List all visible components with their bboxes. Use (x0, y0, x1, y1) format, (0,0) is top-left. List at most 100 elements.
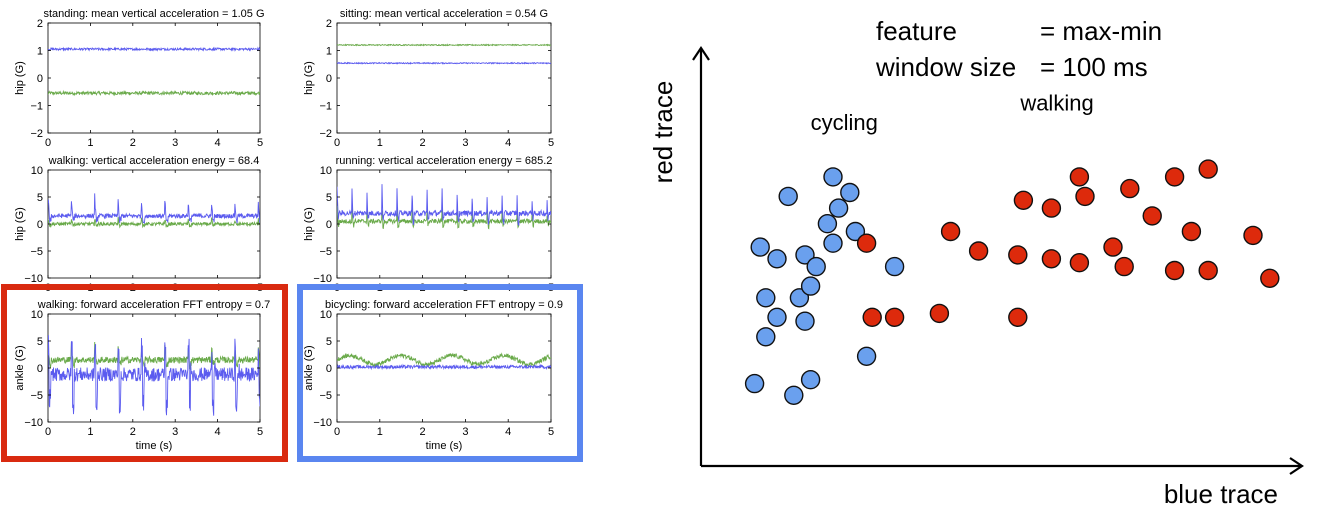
y-tick-label: 10 (320, 165, 332, 177)
subplot-title: walking: forward acceleration FFT entrop… (37, 299, 270, 311)
y-tick-label: −5 (30, 246, 43, 258)
walking-point (1041, 198, 1062, 218)
x-tick-label: 2 (130, 426, 136, 438)
cycling-point (795, 245, 815, 265)
x-tick-label: 5 (257, 137, 263, 149)
x-axis-arrowhead (1289, 457, 1304, 475)
y-tick-label: −1 (30, 101, 43, 113)
subplot-3: walking: vertical acceleration energy = … (14, 155, 263, 294)
walking-point (929, 303, 950, 324)
walking-point (1243, 225, 1263, 246)
walking-point (884, 307, 905, 327)
y-tick-label: 0 (37, 363, 43, 375)
y-tick-label: −2 (319, 128, 332, 140)
cycling-point (884, 256, 905, 277)
x-tick-label: 0 (45, 137, 51, 149)
subplot-6: bicycling: forward acceleration FFT entr… (303, 299, 563, 452)
cycling-point (800, 276, 821, 296)
trace-green (48, 339, 260, 371)
y-tick-label: 0 (326, 363, 332, 375)
y-tick-label: 5 (37, 336, 43, 348)
trace-green (48, 89, 260, 97)
x-tick-label: 4 (505, 426, 511, 438)
trace-green (337, 352, 551, 368)
x-tick-label: 2 (420, 426, 426, 438)
feature-scatter-plot: blue trace red trace feature = max-min windo… (648, 16, 1304, 509)
y-tick-label: −5 (30, 390, 43, 402)
y-tick-label: 10 (31, 309, 43, 321)
cluster-label-cycling: cycling (811, 110, 878, 135)
x-tick-label: 1 (87, 137, 93, 149)
cycling-point (856, 346, 877, 366)
y-tick-label: −10 (313, 273, 332, 285)
annotation-value: = 100 ms (1040, 52, 1148, 82)
y-tick-label: 2 (326, 18, 332, 30)
x-tick-label: 4 (215, 426, 221, 438)
annotation-key: feature (876, 16, 957, 46)
walking-point (1075, 186, 1095, 207)
cycling-point (756, 327, 776, 347)
cycling-point (806, 256, 826, 277)
walking-point (862, 307, 882, 327)
y-tick-label: −10 (313, 417, 332, 429)
subplot-1: standing: mean vertical acceleration = 1… (14, 8, 265, 149)
walking-point (1120, 178, 1140, 199)
x-tick-label: 2 (130, 137, 136, 149)
y-axis-label: ankle (G) (303, 345, 315, 390)
y-axis-label: hip (G) (14, 207, 26, 241)
x-tick-label: 1 (377, 426, 383, 438)
subplot-2: sitting: mean vertical acceleration = 0.… (303, 8, 554, 149)
cycling-point (817, 213, 838, 234)
walking-point (1013, 190, 1034, 211)
x-tick-label: 0 (334, 426, 340, 438)
subplot-frame (47, 22, 261, 134)
walking-point (1181, 221, 1202, 242)
y-tick-label: 5 (37, 192, 43, 204)
walking-point (1008, 307, 1028, 327)
walking-point (1198, 260, 1218, 281)
highlight-box-bicycling (297, 284, 583, 462)
trace-blue (337, 61, 551, 65)
x-tick-label: 2 (420, 137, 426, 149)
y-axis-label: hip (G) (14, 61, 26, 95)
x-tick-label: 0 (45, 426, 51, 438)
cycling-point (840, 182, 860, 203)
trace-blue (48, 193, 260, 224)
cycling-point (784, 385, 804, 405)
x-tick-label: 5 (257, 426, 263, 438)
cycling-point (823, 167, 843, 187)
walking-point (940, 221, 961, 242)
cycling-point (828, 198, 849, 218)
subplot-title: sitting: mean vertical acceleration = 0.… (340, 8, 548, 20)
subplot-title: standing: mean vertical acceleration = 1… (43, 8, 264, 20)
cycling-point (756, 288, 776, 308)
sensor-traces-panel: standing: mean vertical acceleration = 1… (0, 0, 600, 518)
subplot-frame (336, 22, 552, 134)
x-tick-label: 3 (172, 426, 178, 438)
x-tick-label: 4 (505, 137, 511, 149)
walking-point (1069, 167, 1090, 187)
trace-blue (337, 363, 551, 371)
x-tick-label: 0 (334, 137, 340, 149)
cycling-point (823, 233, 843, 253)
x-tick-label: 4 (215, 137, 221, 149)
x-tick-label: 3 (462, 137, 468, 149)
x-axis-label: time (s) (136, 440, 173, 452)
y-tick-label: −5 (319, 246, 332, 258)
y-tick-label: 0 (326, 73, 332, 85)
x-tick-label: 5 (548, 426, 554, 438)
trace-green (337, 43, 551, 47)
subplot-title: walking: vertical acceleration energy = … (48, 155, 260, 167)
x-tick-label: 1 (87, 426, 93, 438)
y-axis-label: ankle (G) (14, 345, 26, 390)
y-axis-arrowhead (692, 46, 710, 61)
x-axis-label: blue trace (1164, 479, 1278, 509)
cycling-point (789, 288, 810, 308)
walking-point (1041, 249, 1062, 269)
cycling-point (767, 249, 787, 269)
y-tick-label: 5 (326, 336, 332, 348)
y-tick-label: −10 (24, 417, 43, 429)
walking-point (1103, 237, 1123, 257)
subplot-title: running: vertical acceleration energy = … (336, 155, 553, 167)
cycling-point (800, 370, 821, 390)
